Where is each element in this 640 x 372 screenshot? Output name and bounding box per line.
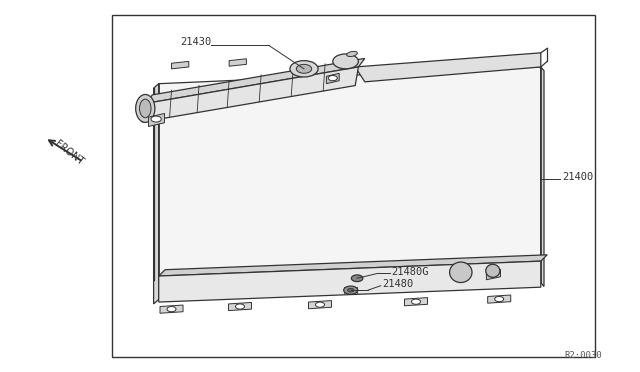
Polygon shape [486,269,500,280]
Polygon shape [355,53,541,82]
Polygon shape [172,61,189,69]
Text: 21400: 21400 [562,172,593,182]
Text: 21480: 21480 [383,279,414,289]
Text: 21480G: 21480G [392,267,429,277]
Polygon shape [142,67,358,122]
Circle shape [236,304,244,309]
Circle shape [290,61,318,77]
Circle shape [333,54,358,69]
Circle shape [412,299,420,304]
Polygon shape [160,305,183,313]
Ellipse shape [347,51,357,57]
Circle shape [328,76,337,81]
Polygon shape [308,301,332,309]
Polygon shape [159,67,541,299]
Polygon shape [541,67,544,286]
Circle shape [167,307,176,312]
Ellipse shape [140,99,151,118]
Circle shape [344,286,358,294]
Polygon shape [148,113,164,126]
Circle shape [296,64,312,73]
Text: FRONT: FRONT [53,139,85,167]
Ellipse shape [449,262,472,283]
Circle shape [495,296,504,302]
Ellipse shape [136,94,155,122]
Circle shape [351,275,363,282]
Polygon shape [159,255,547,276]
Polygon shape [488,295,511,303]
Bar [112,15,595,357]
Polygon shape [404,298,428,306]
Text: R2·0030: R2·0030 [564,351,602,360]
Polygon shape [146,58,365,103]
Text: 21430: 21430 [180,36,211,46]
Polygon shape [326,73,339,84]
Polygon shape [229,59,246,66]
Polygon shape [154,84,159,304]
Circle shape [151,116,161,122]
Circle shape [348,288,354,292]
Polygon shape [159,261,541,302]
Polygon shape [228,302,252,311]
Ellipse shape [486,264,500,278]
Circle shape [316,302,324,307]
